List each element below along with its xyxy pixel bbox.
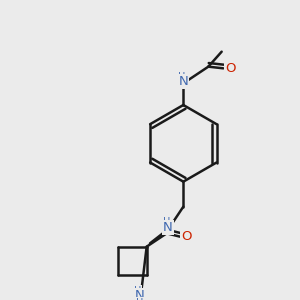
Text: O: O — [225, 62, 235, 75]
Text: O: O — [181, 230, 191, 243]
Text: H: H — [179, 74, 188, 86]
Text: H: H — [134, 286, 141, 296]
Text: N: N — [163, 221, 172, 234]
Text: H: H — [136, 298, 144, 300]
Text: H: H — [178, 72, 185, 82]
Text: H: H — [163, 217, 170, 227]
Text: N: N — [135, 289, 145, 300]
Text: N: N — [178, 75, 188, 88]
